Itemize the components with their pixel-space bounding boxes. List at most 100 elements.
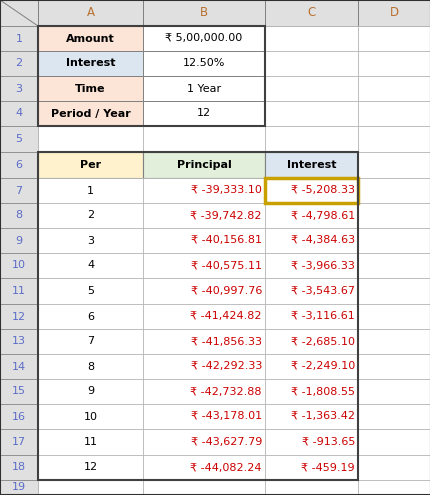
Bar (357, 26, 430, 51)
Bar (0, 76, 38, 101)
Bar (38, 51, 143, 76)
Text: ₹ 5,00,000.00: ₹ 5,00,000.00 (165, 34, 242, 44)
Bar (38, 253, 143, 278)
Bar (264, 126, 357, 152)
Bar (143, 0, 264, 26)
Bar (0, 126, 38, 152)
Bar (0, 278, 38, 304)
Text: 7: 7 (15, 186, 22, 196)
Bar (264, 26, 357, 51)
Text: ₹ -39,742.82: ₹ -39,742.82 (190, 210, 261, 220)
Bar (357, 304, 430, 329)
Text: 13: 13 (12, 337, 26, 346)
Bar (143, 429, 264, 455)
Text: ₹ -1,363.42: ₹ -1,363.42 (290, 411, 354, 422)
Bar (38, 126, 143, 152)
Bar (143, 480, 264, 495)
Text: ₹ -43,178.01: ₹ -43,178.01 (190, 411, 261, 422)
Bar (0, 304, 38, 329)
Text: ₹ -1,808.55: ₹ -1,808.55 (290, 387, 354, 396)
Bar (143, 455, 264, 480)
Bar (264, 404, 357, 429)
Text: 15: 15 (12, 387, 26, 396)
Bar (357, 51, 430, 76)
Bar (0, 26, 38, 51)
Bar (264, 0, 357, 26)
Bar (264, 480, 357, 495)
Text: Period / Year: Period / Year (50, 108, 130, 118)
Bar (38, 404, 143, 429)
Bar (0, 404, 38, 429)
Bar (0, 0, 38, 26)
Bar (0, 253, 38, 278)
Text: 7: 7 (87, 337, 94, 346)
Bar (357, 126, 430, 152)
Bar (357, 228, 430, 253)
Text: 5: 5 (87, 286, 94, 296)
Text: 9: 9 (15, 236, 22, 246)
Bar (264, 253, 357, 278)
Text: ₹ -40,997.76: ₹ -40,997.76 (190, 286, 261, 296)
Text: ₹ -913.65: ₹ -913.65 (301, 437, 354, 447)
Text: B: B (200, 6, 208, 19)
Text: 12: 12 (12, 311, 26, 321)
Bar (264, 152, 357, 178)
Text: 12: 12 (83, 462, 97, 473)
Text: 1: 1 (87, 186, 94, 196)
Bar (0, 329, 38, 354)
Bar (38, 228, 143, 253)
Bar (143, 329, 264, 354)
Bar (38, 429, 143, 455)
Bar (143, 51, 264, 76)
Text: 17: 17 (12, 437, 26, 447)
Bar (264, 455, 357, 480)
Bar (0, 203, 38, 228)
Bar (38, 304, 143, 329)
Bar (38, 329, 143, 354)
Text: 3: 3 (87, 236, 94, 246)
Bar (357, 329, 430, 354)
Bar (264, 76, 357, 101)
Text: ₹ -39,333.10: ₹ -39,333.10 (190, 186, 261, 196)
Bar (264, 329, 357, 354)
Bar (38, 379, 143, 404)
Bar (357, 76, 430, 101)
Bar (143, 228, 264, 253)
Text: ₹ -43,627.79: ₹ -43,627.79 (190, 437, 261, 447)
Text: ₹ -42,732.88: ₹ -42,732.88 (190, 387, 261, 396)
Bar (143, 178, 264, 203)
Bar (0, 455, 38, 480)
Bar (0, 354, 38, 379)
Bar (0, 429, 38, 455)
Text: 14: 14 (12, 361, 26, 372)
Text: ₹ -3,116.61: ₹ -3,116.61 (291, 311, 354, 321)
Text: Interest: Interest (286, 160, 335, 170)
Text: 12: 12 (197, 108, 211, 118)
Bar (0, 101, 38, 126)
Text: Interest: Interest (66, 58, 115, 68)
Bar (264, 228, 357, 253)
Bar (357, 101, 430, 126)
Text: 8: 8 (87, 361, 94, 372)
Bar (38, 203, 143, 228)
Text: A: A (86, 6, 94, 19)
Text: C: C (307, 6, 315, 19)
Text: 2: 2 (87, 210, 94, 220)
Text: ₹ -41,856.33: ₹ -41,856.33 (190, 337, 261, 346)
Text: ₹ -40,156.81: ₹ -40,156.81 (190, 236, 261, 246)
Bar (264, 379, 357, 404)
Text: 6: 6 (15, 160, 22, 170)
Text: 18: 18 (12, 462, 26, 473)
Bar (357, 0, 430, 26)
Bar (264, 429, 357, 455)
Bar (38, 26, 264, 126)
Bar (0, 228, 38, 253)
Bar (143, 203, 264, 228)
Bar (143, 404, 264, 429)
Text: 1 Year: 1 Year (187, 84, 221, 94)
Bar (38, 152, 143, 178)
Bar (143, 101, 264, 126)
Text: D: D (389, 6, 398, 19)
Bar (143, 379, 264, 404)
Bar (0, 480, 38, 495)
